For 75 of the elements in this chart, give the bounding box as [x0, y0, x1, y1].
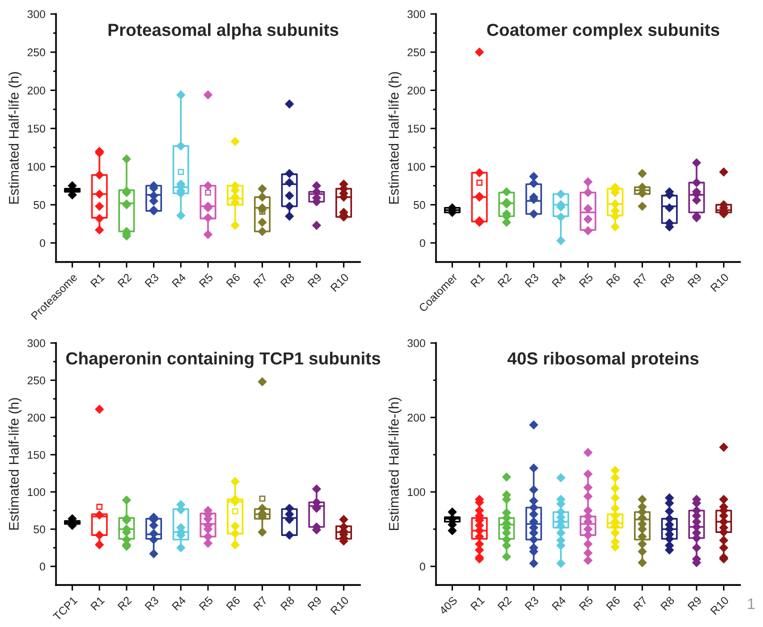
x-tick-label: R1: [470, 273, 485, 288]
x-tick-label: R4: [552, 272, 566, 288]
y-axis-title: Estimated Half-life (h): [8, 398, 22, 530]
y-tick-label: 150: [28, 450, 46, 459]
y-tick-label: 50: [34, 201, 46, 209]
y-tick-label: 100: [408, 488, 426, 496]
y-tick-label: 200: [28, 414, 46, 422]
y-tick-label: 0: [420, 562, 426, 571]
x-tick-label: R4: [172, 596, 186, 611]
text: 1: [748, 598, 755, 610]
x-tick-label: 40S: [438, 596, 458, 615]
y-tick-label: 50: [34, 525, 46, 534]
y-tick-label: 150: [408, 124, 426, 133]
x-tick-label: R8: [280, 272, 295, 288]
x-tick-label: R8: [660, 596, 675, 611]
x-tick-label: R6: [226, 596, 241, 611]
y-tick-label: 250: [28, 48, 46, 56]
x-tick-label: R3: [144, 596, 160, 611]
x-tick-label: R5: [198, 596, 214, 611]
x-tick-label: R9: [687, 272, 702, 288]
x-tick-label: R7: [253, 596, 268, 611]
x-tick-label: R5: [578, 273, 594, 288]
x-tick-label: R4: [172, 272, 186, 288]
y-axis-title: Estimated Half-life (h): [388, 72, 402, 204]
chart-title: Coatomer complex subunits: [487, 23, 720, 40]
x-tick-label: R2: [117, 596, 132, 611]
y-tick-label: 250: [408, 48, 426, 56]
y-tick-label: 150: [28, 124, 46, 133]
y-tick-label: 300: [27, 10, 46, 18]
y-tick-label: 100: [408, 162, 426, 171]
x-tick-label: R9: [307, 272, 322, 288]
chart-title: Proteasomal alpha subunits: [108, 23, 338, 40]
x-tick-label: R9: [687, 596, 702, 611]
x-tick-label: R8: [280, 596, 295, 611]
x-tick-label: R2: [117, 273, 132, 288]
x-tick-label: R6: [226, 272, 241, 288]
y-tick-label: 0: [40, 562, 46, 571]
x-tick-label: R10: [710, 272, 730, 292]
x-tick-label: R6: [606, 596, 621, 611]
x-tick-label: R8: [660, 272, 675, 288]
x-tick-label: R1: [90, 273, 105, 288]
x-tick-label: R5: [578, 596, 594, 611]
x-tick-label: R3: [524, 596, 540, 611]
y-tick-label: 250: [28, 376, 46, 384]
chart-title: Chaperonin containing TCP1 subunits: [66, 352, 380, 368]
y-axis-title: Estimated Half-life-(h): [388, 398, 402, 530]
x-tick-label: R9: [307, 596, 322, 611]
x-tick-label: R1: [470, 596, 485, 611]
x-tick-label: R3: [144, 272, 160, 288]
x-tick-label: R7: [633, 596, 648, 611]
y-tick-label: 300: [407, 10, 426, 18]
y-tick-label: 200: [28, 86, 46, 94]
x-tick-label: R10: [330, 596, 350, 615]
y-tick-label: 100: [28, 162, 46, 171]
y-tick-label: 100: [28, 488, 46, 496]
y-tick-label: 0: [40, 239, 46, 248]
x-tick-label: R5: [198, 273, 214, 288]
y-axis-title: Estimated Half-life (h): [8, 72, 22, 204]
y-tick-label: 200: [408, 414, 426, 422]
y-tick-label: 0: [420, 239, 426, 248]
x-tick-label: R3: [524, 272, 540, 288]
x-tick-label: R10: [710, 596, 730, 615]
y-tick-label: 300: [27, 339, 46, 348]
x-tick-label: R2: [497, 596, 512, 611]
x-tick-label: R4: [552, 596, 566, 611]
chart-title: 40S ribosomal proteins: [507, 352, 698, 368]
x-tick-label: R2: [497, 273, 512, 288]
x-tick-label: R6: [606, 272, 621, 288]
x-tick-label: R7: [253, 273, 268, 288]
y-tick-label: 300: [407, 339, 426, 348]
y-tick-label: 50: [414, 201, 426, 209]
y-tick-label: 200: [408, 86, 426, 94]
x-tick-label: R7: [633, 273, 648, 288]
x-tick-label: R10: [330, 272, 350, 292]
x-tick-label: R1: [90, 596, 105, 611]
